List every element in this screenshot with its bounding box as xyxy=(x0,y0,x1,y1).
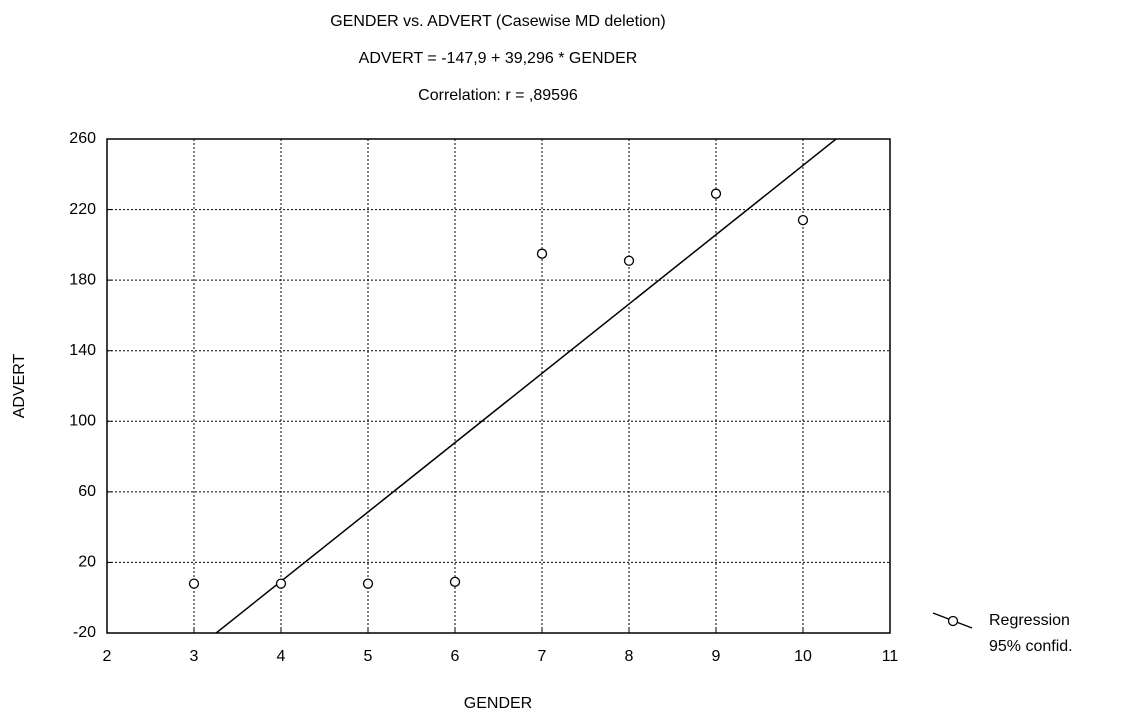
plot-frame xyxy=(106,138,891,634)
data-point xyxy=(623,255,635,266)
data-point xyxy=(797,215,809,226)
x-tick-label: 7 xyxy=(538,648,547,665)
x-tick-label: 3 xyxy=(190,648,199,665)
legend-symbol-marker xyxy=(947,615,959,627)
x-tick-label: 6 xyxy=(451,648,460,665)
data-point xyxy=(188,578,200,589)
y-tick-label: 20 xyxy=(78,554,96,571)
x-tick-label: 10 xyxy=(794,648,812,665)
data-point xyxy=(536,248,548,259)
y-axis-label: ADVERT xyxy=(11,353,28,418)
y-tick-label: 260 xyxy=(69,130,96,147)
x-tick-label: 5 xyxy=(364,648,373,665)
x-tick-label: 4 xyxy=(277,648,286,665)
correlation: Correlation: r = ,89596 xyxy=(418,87,578,104)
y-tick-label: 140 xyxy=(69,342,96,359)
y-tick-label: 180 xyxy=(69,271,96,288)
y-tick-label: -20 xyxy=(73,624,96,641)
x-axis-label: GENDER xyxy=(464,695,532,712)
legend-label: Regression xyxy=(989,612,1070,629)
x-tick-label: 11 xyxy=(882,648,899,665)
legend-label: 95% confid. xyxy=(989,638,1073,655)
x-tick-label: 2 xyxy=(103,648,112,665)
regression-line xyxy=(214,139,838,633)
data-point xyxy=(275,578,287,589)
data-point xyxy=(449,576,461,587)
y-tick-label: 220 xyxy=(69,201,96,218)
y-tick-label: 100 xyxy=(69,413,96,430)
y-tick-label: 60 xyxy=(78,483,96,500)
data-point xyxy=(710,188,722,199)
x-tick-label: 8 xyxy=(625,648,634,665)
equation: ADVERT = -147,9 + 39,296 * GENDER xyxy=(359,50,638,67)
chart-title: GENDER vs. ADVERT (Casewise MD deletion) xyxy=(330,13,666,30)
data-point xyxy=(362,578,374,589)
x-tick-label: 9 xyxy=(712,648,721,665)
